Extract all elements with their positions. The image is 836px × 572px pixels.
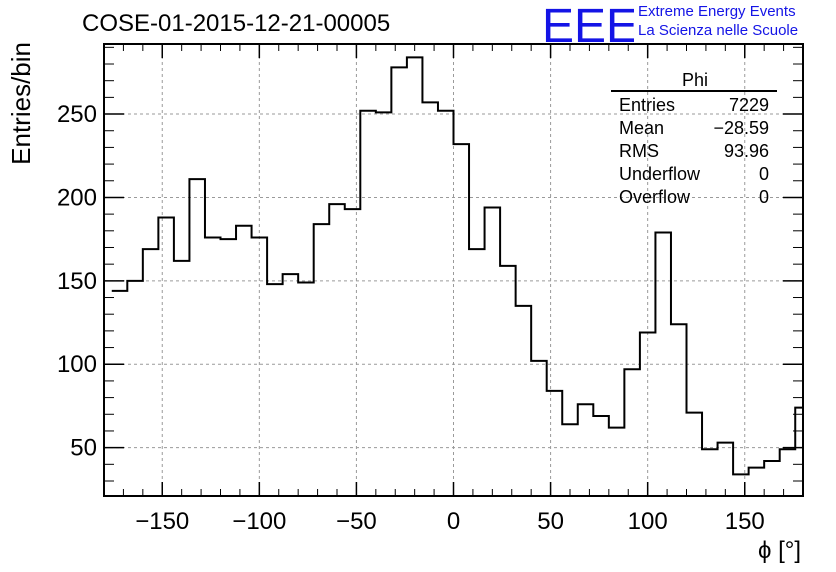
x-tick-label: 50 bbox=[537, 508, 564, 535]
tick-labels: −150 −100 −50 0 50 100 150 50 100 150 200 250 bbox=[57, 101, 765, 535]
stats-value: 0 bbox=[758, 164, 769, 184]
x-tick-label: 150 bbox=[725, 508, 765, 535]
y-tick-label: 150 bbox=[57, 268, 97, 295]
x-tick-label: −50 bbox=[336, 508, 377, 535]
x-tick-label: 100 bbox=[628, 508, 668, 535]
stats-label: Entries bbox=[619, 95, 676, 115]
brand-text: Extreme Energy Events La Scienza nelle S… bbox=[638, 2, 798, 40]
stats-row-rms: RMS 93.96 bbox=[611, 140, 779, 163]
stats-value: −28.59 bbox=[713, 118, 769, 138]
x-tick-label: −150 bbox=[135, 508, 189, 535]
y-tick-label: 100 bbox=[57, 351, 97, 378]
stats-value: 7229 bbox=[728, 95, 769, 115]
stats-label: RMS bbox=[619, 141, 659, 161]
svg-text:EEE: EEE bbox=[542, 2, 634, 46]
stats-label: Underflow bbox=[619, 164, 701, 184]
stats-title: Phi bbox=[681, 70, 708, 90]
stats-row-mean: Mean −28.59 bbox=[611, 117, 779, 140]
stats-row-overflow: Overflow 0 bbox=[611, 186, 779, 209]
brand-line-2: La Scienza nelle Scuole bbox=[638, 22, 799, 39]
eee-logo: EEE bbox=[542, 2, 634, 46]
stats-label: Overflow bbox=[619, 187, 691, 207]
y-tick-label: 200 bbox=[57, 184, 97, 211]
histogram-step-line bbox=[111, 56, 804, 476]
axis-ticks bbox=[103, 44, 804, 496]
stats-value: 93.96 bbox=[723, 141, 769, 161]
x-axis-label: ϕ [°] bbox=[758, 537, 801, 564]
x-tick-label: −100 bbox=[232, 508, 286, 535]
brand-line-1: Extreme Energy Events bbox=[638, 3, 796, 20]
stats-box: Phi Entries 7229 Mean −28.59 RMS 93.96 Unde… bbox=[611, 70, 779, 209]
stats-row-underflow: Underflow 0 bbox=[611, 163, 779, 186]
stats-row-entries: Entries 7229 bbox=[611, 94, 779, 117]
y-axis-label: Entries/bin bbox=[6, 42, 36, 165]
stats-value: 0 bbox=[758, 187, 769, 207]
stats-divider bbox=[611, 90, 777, 92]
x-tick-label: 0 bbox=[447, 508, 460, 535]
y-tick-label: 250 bbox=[57, 101, 97, 128]
y-tick-label: 50 bbox=[70, 435, 97, 462]
page-title: COSE-01-2015-12-21-00005 bbox=[82, 10, 391, 37]
stats-label: Mean bbox=[619, 118, 665, 138]
plot-frame bbox=[103, 43, 804, 497]
